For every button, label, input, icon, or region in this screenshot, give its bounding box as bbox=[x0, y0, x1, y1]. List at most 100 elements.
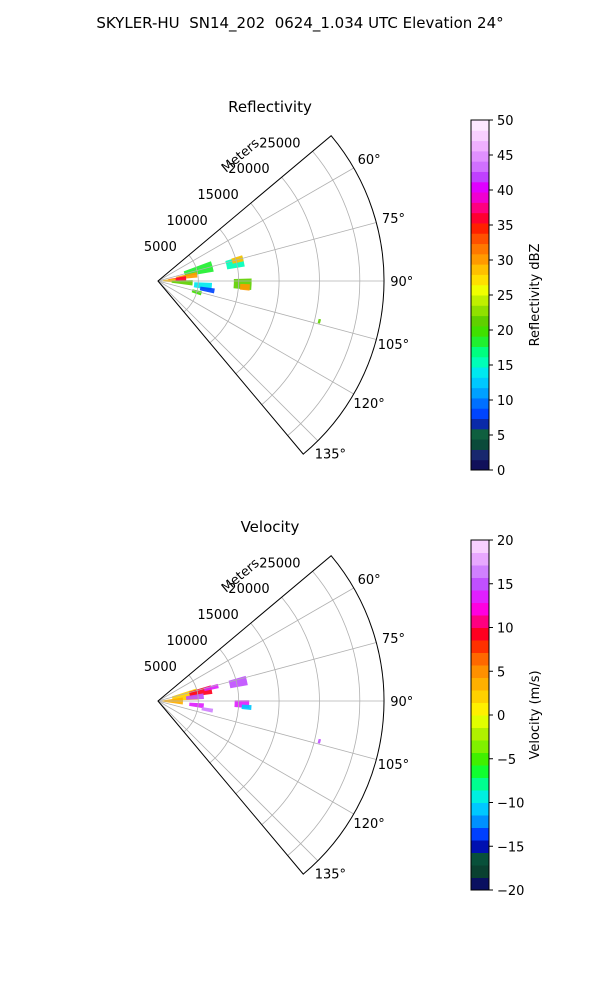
colorbar-segment bbox=[471, 652, 489, 666]
range-tick-label: 10000 bbox=[166, 634, 207, 649]
panel-title: Velocity bbox=[241, 518, 300, 536]
colorbar-tick-label: 15 bbox=[497, 578, 514, 593]
azimuth-tick-label: 105° bbox=[378, 758, 409, 773]
colorbar-tick-label: −20 bbox=[497, 884, 524, 899]
range-ring bbox=[235, 202, 280, 375]
azimuth-tick-label: 60° bbox=[358, 153, 381, 168]
azimuth-spoke bbox=[157, 700, 319, 862]
colorbar-segment bbox=[471, 439, 489, 450]
colorbar-segment bbox=[471, 665, 489, 678]
colorbar-segment bbox=[471, 253, 489, 265]
colorbar-segment bbox=[471, 284, 489, 296]
colorbar-tick-label: −15 bbox=[497, 840, 524, 855]
colorbar-segment bbox=[471, 140, 489, 152]
panel-title: Reflectivity bbox=[228, 98, 312, 116]
colorbar-segment bbox=[471, 677, 489, 691]
sector-outline bbox=[157, 135, 385, 455]
azimuth-spoke bbox=[157, 642, 377, 702]
colorbar-tick-label: 20 bbox=[497, 324, 514, 339]
range-tick-label: 5000 bbox=[144, 660, 177, 675]
azimuth-spoke bbox=[157, 587, 354, 702]
colorbar-segment bbox=[471, 161, 489, 172]
range-ring bbox=[235, 622, 280, 795]
colorbar-segment bbox=[471, 602, 489, 616]
colorbar-tick-label: 35 bbox=[497, 219, 514, 234]
azimuth-spoke bbox=[157, 167, 354, 282]
colorbar-tick-label: 5 bbox=[497, 665, 505, 680]
range-ring bbox=[209, 648, 240, 764]
colorbar-segment bbox=[471, 274, 489, 286]
echo-cell bbox=[317, 738, 322, 744]
azimuth-tick-label: 90° bbox=[390, 275, 413, 290]
azimuth-tick-label: 75° bbox=[382, 212, 405, 227]
range-ring bbox=[287, 151, 361, 436]
colorbar: 0 5 10 15 20 25 30 35 40 45 50 Reflectivity dBZ bbox=[470, 114, 543, 479]
colorbar-tick-label: 40 bbox=[497, 184, 514, 199]
colorbar-label: Reflectivity dBZ bbox=[528, 244, 543, 347]
azimuth-tick-label: 120° bbox=[353, 817, 384, 832]
colorbar-segment bbox=[471, 171, 489, 183]
colorbar-segment bbox=[471, 590, 489, 603]
colorbar-segment bbox=[471, 243, 489, 255]
azimuth-spoke bbox=[157, 280, 319, 442]
colorbar-segment bbox=[471, 802, 489, 816]
colorbar-segment bbox=[471, 428, 489, 440]
colorbar-segment bbox=[471, 367, 489, 378]
colorbar-segment bbox=[471, 305, 489, 317]
reflectivity-panel: Reflectivity500010000150002000025000Mete… bbox=[144, 98, 543, 479]
echo-cell bbox=[241, 704, 252, 710]
range-tick-label: 15000 bbox=[197, 188, 238, 203]
range-ring bbox=[261, 596, 320, 825]
azimuth-tick-label: 135° bbox=[315, 447, 346, 462]
colorbar-segment bbox=[471, 727, 489, 741]
azimuth-tick-label: 135° bbox=[315, 867, 346, 882]
azimuth-tick-label: 75° bbox=[382, 632, 405, 647]
colorbar-segment bbox=[471, 387, 489, 399]
colorbar-segment bbox=[471, 346, 489, 358]
colorbar-segment bbox=[471, 790, 489, 803]
colorbar-segment bbox=[471, 264, 489, 275]
colorbar-segment bbox=[471, 315, 489, 327]
echo-layer bbox=[162, 255, 322, 324]
colorbar-tick-label: 50 bbox=[497, 114, 514, 129]
sector-outline bbox=[157, 555, 385, 875]
range-tick-label: 20000 bbox=[228, 162, 269, 177]
echo-cell bbox=[183, 261, 214, 277]
colorbar-segment bbox=[471, 181, 489, 193]
colorbar-segment bbox=[471, 449, 489, 461]
colorbar-tick-label: 10 bbox=[497, 394, 514, 409]
colorbar-segment bbox=[471, 418, 489, 430]
azimuth-tick-label: 105° bbox=[378, 338, 409, 353]
colorbar: −20 −15 −10 −5 0 5 10 15 20 Velocity (m/s) bbox=[470, 534, 543, 899]
echo-cell bbox=[171, 280, 193, 286]
colorbar-segment bbox=[471, 233, 489, 245]
colorbar-segment bbox=[471, 130, 489, 142]
colorbar-segment bbox=[471, 120, 489, 131]
colorbar-segment bbox=[471, 540, 489, 553]
colorbar-tick-label: 45 bbox=[497, 149, 514, 164]
colorbar-segment bbox=[471, 840, 489, 853]
colorbar-label: Velocity (m/s) bbox=[528, 670, 543, 759]
range-ring bbox=[287, 571, 361, 856]
azimuth-spoke bbox=[157, 700, 354, 815]
azimuth-tick-label: 120° bbox=[353, 397, 384, 412]
colorbar-tick-label: 10 bbox=[497, 622, 514, 637]
range-tick-label: 25000 bbox=[259, 556, 300, 571]
figure-title: SKYLER-HU SN14_202 0624_1.034 UTC Elevat… bbox=[96, 14, 504, 32]
colorbar-tick-label: −5 bbox=[497, 753, 516, 768]
colorbar-segment bbox=[471, 827, 489, 841]
colorbar-segment bbox=[471, 397, 489, 409]
colorbar-tick-label: 0 bbox=[497, 709, 505, 724]
colorbar-segment bbox=[471, 640, 489, 653]
colorbar-tick-label: 25 bbox=[497, 289, 514, 304]
colorbar-segment bbox=[471, 295, 489, 306]
azimuth-tick-label: 90° bbox=[390, 695, 413, 710]
colorbar-segment bbox=[471, 715, 489, 728]
colorbar-segment bbox=[471, 627, 489, 641]
range-ring bbox=[209, 228, 240, 344]
range-tick-label: 10000 bbox=[166, 214, 207, 229]
colorbar-segment bbox=[471, 865, 489, 878]
range-tick-label: 15000 bbox=[197, 608, 238, 623]
range-ring bbox=[261, 176, 320, 405]
echo-cell bbox=[199, 286, 215, 294]
